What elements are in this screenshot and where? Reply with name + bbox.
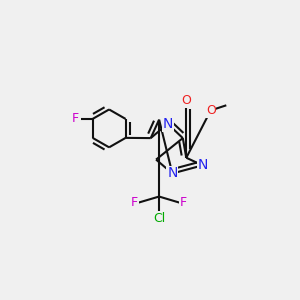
Text: O: O <box>182 94 191 107</box>
Text: Cl: Cl <box>153 212 165 225</box>
Text: N: N <box>167 167 178 180</box>
Text: F: F <box>180 196 187 209</box>
Text: O: O <box>206 104 216 117</box>
Text: N: N <box>197 158 208 172</box>
Text: N: N <box>163 117 173 131</box>
Text: F: F <box>131 196 138 209</box>
Text: F: F <box>72 112 79 125</box>
